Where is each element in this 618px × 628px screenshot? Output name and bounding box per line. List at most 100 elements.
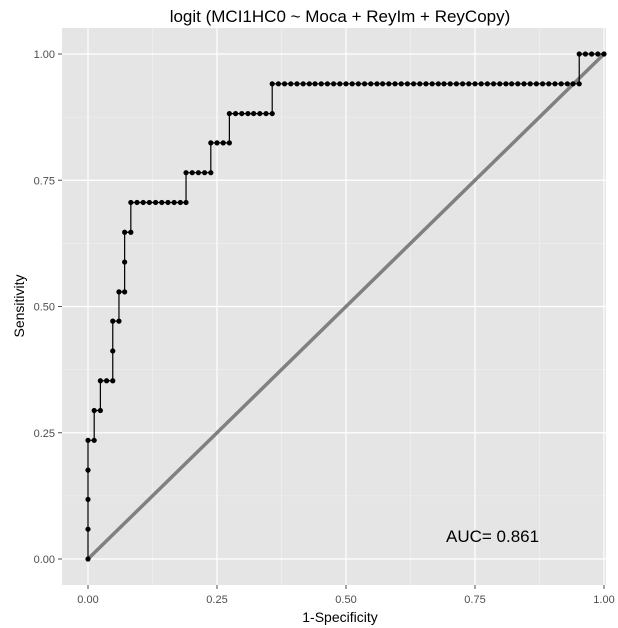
- roc-point: [122, 289, 128, 295]
- roc-point: [226, 140, 232, 146]
- y-tick-label: 0.25: [34, 428, 55, 440]
- roc-point: [85, 496, 91, 503]
- roc-point: [85, 467, 91, 473]
- roc-point: [116, 318, 122, 324]
- roc-point: [386, 81, 392, 87]
- roc-point: [91, 437, 97, 443]
- roc-point: [368, 81, 374, 87]
- roc-point: [546, 81, 552, 87]
- roc-point: [533, 81, 540, 87]
- roc-point: [589, 51, 595, 57]
- roc-point: [208, 170, 214, 176]
- roc-point: [288, 81, 294, 87]
- roc-point: [257, 110, 263, 117]
- roc-point: [294, 81, 300, 87]
- roc-point: [300, 81, 306, 87]
- roc-point: [103, 378, 110, 384]
- roc-point: [558, 81, 564, 87]
- roc-point: [110, 378, 116, 384]
- roc-point: [576, 81, 582, 87]
- roc-point: [220, 140, 226, 146]
- x-axis-title: 1-Specificity: [302, 609, 377, 625]
- roc-point: [85, 556, 91, 562]
- roc-point: [564, 81, 570, 87]
- roc-point: [478, 81, 484, 87]
- roc-point: [374, 81, 380, 87]
- roc-point: [417, 81, 423, 87]
- roc-point: [263, 110, 269, 117]
- roc-point: [484, 81, 490, 87]
- x-tick-label: 0.00: [77, 594, 98, 606]
- roc-point: [503, 81, 509, 87]
- roc-point: [159, 199, 165, 206]
- roc-point: [251, 110, 257, 117]
- roc-point: [110, 348, 116, 354]
- roc-point: [97, 407, 103, 414]
- roc-point: [232, 110, 239, 117]
- roc-point: [312, 81, 318, 87]
- roc-point: [435, 81, 441, 87]
- roc-point: [195, 170, 202, 176]
- roc-point: [423, 81, 429, 87]
- roc-point: [527, 81, 533, 87]
- roc-point: [447, 81, 453, 87]
- reference-diagonal-line: [86, 52, 606, 561]
- roc-point: [349, 81, 355, 87]
- roc-point: [239, 110, 245, 117]
- roc-point: [183, 199, 189, 206]
- x-tick-label: 1.00: [593, 594, 614, 606]
- roc-point: [146, 199, 153, 206]
- roc-curve-layer: [85, 51, 607, 562]
- auc-annotation: AUC= 0.861: [446, 527, 539, 546]
- roc-point: [595, 51, 601, 57]
- roc-point: [539, 81, 546, 87]
- roc-point: [324, 81, 331, 87]
- roc-point: [398, 81, 404, 87]
- roc-point: [337, 81, 343, 87]
- roc-point: [343, 81, 349, 87]
- roc-point: [202, 170, 208, 176]
- roc-point: [472, 81, 478, 87]
- roc-point: [380, 81, 386, 87]
- roc-point: [410, 81, 417, 87]
- roc-point: [582, 51, 589, 57]
- roc-point: [97, 378, 103, 384]
- roc-point: [466, 81, 472, 87]
- roc-point: [275, 81, 282, 87]
- chart-title: logit (MCI1HC0 ~ Moca + ReyIm + ReyCopy): [170, 7, 511, 26]
- roc-point: [245, 110, 251, 117]
- roc-point: [429, 81, 435, 87]
- roc-point: [269, 110, 275, 117]
- roc-point: [460, 81, 466, 87]
- roc-point: [318, 81, 324, 87]
- axis-ticks: 0.00 0.25 0.50 0.75 1.00 0.00 0.25 0.50 0.75 1.00: [34, 49, 615, 606]
- roc-point: [134, 199, 140, 206]
- roc-point: [576, 51, 582, 57]
- roc-point: [122, 229, 128, 235]
- roc-point: [85, 526, 91, 532]
- roc-point: [152, 199, 159, 206]
- roc-point: [128, 199, 134, 206]
- roc-point: [306, 81, 312, 87]
- roc-point: [509, 81, 515, 87]
- roc-point: [165, 199, 171, 206]
- roc-point: [521, 81, 527, 87]
- roc-point: [361, 81, 368, 87]
- roc-point: [110, 318, 116, 324]
- roc-point: [189, 170, 195, 176]
- reference-line-layer: [86, 52, 606, 561]
- roc-point: [122, 259, 128, 265]
- y-axis-title: Sensitivity: [11, 274, 27, 337]
- roc-point: [552, 81, 558, 87]
- y-tick-label: 1.00: [34, 49, 55, 61]
- roc-point: [85, 437, 91, 443]
- roc-point: [208, 140, 214, 146]
- roc-point: [177, 199, 183, 206]
- roc-point: [497, 81, 503, 87]
- roc-point: [570, 81, 576, 87]
- roc-point: [490, 81, 497, 87]
- roc-point: [226, 110, 232, 117]
- roc-point: [331, 81, 337, 87]
- y-tick-label: 0.00: [34, 554, 55, 566]
- roc-point: [355, 81, 361, 87]
